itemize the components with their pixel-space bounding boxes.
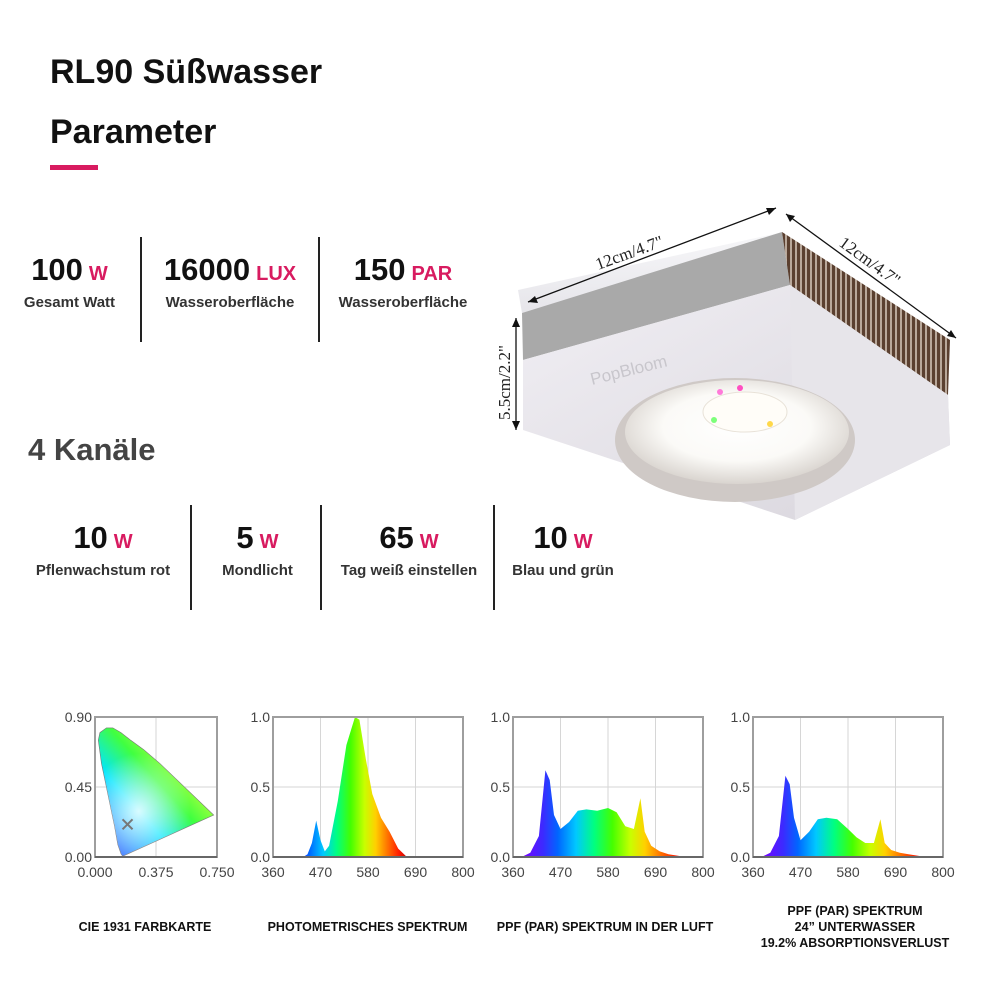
channel-unit: W <box>113 531 133 553</box>
y-tick-label: 1.0 <box>731 709 751 725</box>
chart-title-line: 24” UNTERWASSER <box>794 920 916 934</box>
heatsink-side <box>782 232 950 395</box>
channel-value: 10 <box>533 520 568 555</box>
chart-title-line: PPF (PAR) SPEKTRUM <box>787 904 923 918</box>
x-tick-label: 0.000 <box>77 864 112 880</box>
channel-divider <box>190 505 192 610</box>
stat-unit: W <box>88 263 108 285</box>
x-tick-label: 800 <box>691 864 715 880</box>
x-tick-label: 580 <box>836 864 860 880</box>
channel-day-white: 65 W Tag weiß einstellen <box>325 520 493 579</box>
stat-label: Wasseroberfläche <box>165 294 295 311</box>
chart-title-line: 19.2% ABSORPTIONSVERLUST <box>760 936 950 950</box>
channel-value: 5 <box>236 520 254 555</box>
x-tick-label: 800 <box>451 864 475 880</box>
x-tick-label: 0.375 <box>138 864 173 880</box>
x-tick-label: 800 <box>931 864 955 880</box>
channel-label: Mondlicht <box>222 562 293 579</box>
channel-blue-green: 10 W Blau und grün <box>498 520 628 579</box>
dimension-height-label: 5.5cm/2.2" <box>495 345 514 420</box>
chart-title: CIE 1931 FARBKARTE <box>78 920 212 934</box>
channel-value: 10 <box>73 520 108 555</box>
product-image: PopBloom 12cm/4.7" 12cm/4.7" 5.5cm/2.2" <box>495 207 957 520</box>
accent-underline <box>50 165 98 170</box>
product-title: RL90 Süßwasser <box>50 53 323 91</box>
y-tick-label: 0.5 <box>731 779 751 795</box>
y-tick-label: 1.0 <box>491 709 511 725</box>
stat-label: Wasseroberfläche <box>338 294 468 311</box>
white-point-marker <box>121 818 134 831</box>
y-tick-label: 0.0 <box>731 849 751 865</box>
x-tick-label: 470 <box>549 864 573 880</box>
x-tick-label: 470 <box>789 864 813 880</box>
y-tick-label: 0.45 <box>65 779 92 795</box>
channel-unit: W <box>419 531 439 553</box>
y-tick-label: 0.00 <box>65 849 92 865</box>
stat-par: 150 PAR Wasseroberfläche <box>323 252 483 311</box>
y-tick-label: 0.5 <box>251 779 271 795</box>
spectrum-area <box>761 775 943 857</box>
x-tick-label: 580 <box>356 864 380 880</box>
stat-value: 100 <box>31 252 83 287</box>
x-tick-label: 690 <box>644 864 668 880</box>
channel-divider <box>493 505 495 610</box>
channel-red: 10 W Pflenwachstum rot <box>18 520 188 579</box>
stat-unit: LUX <box>256 263 297 285</box>
x-tick-label: 360 <box>741 864 765 880</box>
x-tick-label: 360 <box>501 864 525 880</box>
channel-label: Tag weiß einstellen <box>340 562 478 579</box>
dimension-line-depth <box>785 213 957 339</box>
stat-lux: 16000 LUX Wasseroberfläche <box>145 252 315 311</box>
y-tick-label: 0.0 <box>251 849 271 865</box>
chart-title: PPF (PAR) SPEKTRUM IN DER LUFT <box>496 920 714 934</box>
spectrum-area <box>521 770 703 857</box>
spectrum-area <box>281 717 420 857</box>
channels-heading: 4 Kanäle <box>28 432 156 467</box>
y-tick-label: 0.5 <box>491 779 511 795</box>
heatsink-front <box>522 232 790 360</box>
x-tick-label: 0.750 <box>199 864 234 880</box>
stat-value: 150 <box>353 252 406 287</box>
stat-unit: PAR <box>411 263 453 285</box>
x-tick-label: 690 <box>404 864 428 880</box>
x-tick-label: 580 <box>596 864 620 880</box>
channel-divider <box>320 505 322 610</box>
stat-divider <box>318 237 320 342</box>
parameter-heading: Parameter <box>50 113 217 151</box>
channel-label: Pflenwachstum rot <box>35 562 171 579</box>
x-tick-label: 690 <box>884 864 908 880</box>
y-tick-label: 1.0 <box>251 709 271 725</box>
channel-unit: W <box>259 531 279 553</box>
channel-unit: W <box>573 531 593 553</box>
x-tick-label: 470 <box>309 864 333 880</box>
stat-divider <box>140 237 142 342</box>
channel-value: 65 <box>379 520 414 555</box>
stat-total-watt: 100 W Gesamt Watt <box>2 252 137 311</box>
dimension-line-width <box>527 207 777 303</box>
stat-label: Gesamt Watt <box>23 294 116 311</box>
chart-title: PHOTOMETRISCHES SPEKTRUM <box>267 920 468 934</box>
channel-label: Blau und grün <box>512 562 614 579</box>
stat-value: 16000 <box>163 252 251 287</box>
lamp-top <box>518 232 783 313</box>
chart-title: PPF (PAR) SPEKTRUM 24” UNTERWASSER 19.2%… <box>730 903 980 951</box>
x-tick-label: 360 <box>261 864 285 880</box>
y-tick-label: 0.0 <box>491 849 511 865</box>
y-tick-label: 0.90 <box>65 709 92 725</box>
